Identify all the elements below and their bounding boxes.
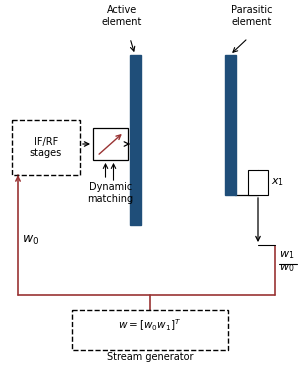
Text: $w_1$: $w_1$ [279, 249, 294, 261]
Text: $x_1$: $x_1$ [271, 177, 284, 188]
Text: Stream generator: Stream generator [107, 352, 193, 362]
Bar [225, 55, 236, 195]
Text: $w = [w_0 w_1]^T$: $w = [w_0 w_1]^T$ [118, 317, 182, 333]
Bar [93, 128, 128, 160]
Text: $w_0$: $w_0$ [22, 234, 39, 247]
Text: Parasitic
element: Parasitic element [231, 5, 273, 27]
Bar [248, 170, 268, 195]
Bar [72, 310, 228, 350]
Text: Active
element: Active element [102, 5, 142, 27]
Text: $w_0$: $w_0$ [279, 262, 295, 274]
Bar [130, 55, 141, 225]
Bar [12, 120, 80, 175]
Text: IF/RF
stages: IF/RF stages [30, 137, 62, 158]
Text: Dynamic
matching: Dynamic matching [87, 182, 134, 203]
